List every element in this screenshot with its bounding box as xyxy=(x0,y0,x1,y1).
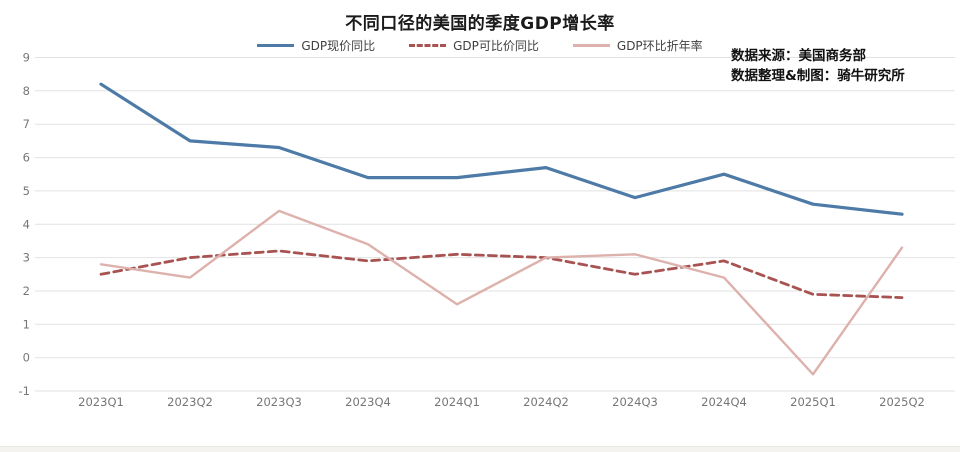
y-axis-tick-label: -1 xyxy=(19,384,30,398)
x-axis-tick-label: 2023Q3 xyxy=(256,395,302,409)
legend-line-swatch-icon xyxy=(409,44,447,47)
source-line-2: 数据整理&制图：骑牛研究所 xyxy=(731,68,905,84)
x-axis-tick-label: 2025Q2 xyxy=(879,395,925,409)
y-axis-tick-label: 5 xyxy=(23,184,30,198)
series-line-1 xyxy=(99,249,904,300)
legend-label: GDP环比折年率 xyxy=(616,39,703,53)
y-axis-tick-label: 6 xyxy=(23,151,30,165)
y-axis-tick-label: 2 xyxy=(23,284,30,298)
bottom-edge-divider xyxy=(0,446,960,452)
y-axis-tick-label: 8 xyxy=(23,84,30,98)
y-axis-tick-label: 0 xyxy=(23,351,30,365)
legend-line-swatch-icon xyxy=(572,44,610,47)
legend-item-real-yoy: GDP可比价同比 xyxy=(409,37,539,54)
legend-item-nominal-yoy: GDP现价同比 xyxy=(257,37,375,54)
x-axis-tick-label: 2025Q1 xyxy=(790,395,836,409)
y-axis-tick-label: 1 xyxy=(23,317,30,331)
x-axis-tick-label: 2024Q2 xyxy=(523,395,569,409)
legend-item-qoq-annualized: GDP环比折年率 xyxy=(572,37,703,54)
x-axis-tick-label: 2024Q1 xyxy=(434,395,480,409)
series-line-2 xyxy=(99,209,904,376)
legend-label: GDP现价同比 xyxy=(301,39,376,53)
x-axis-tick-label: 2023Q2 xyxy=(167,395,213,409)
x-axis-tick-label: 2024Q3 xyxy=(612,395,658,409)
y-axis-tick-label: 7 xyxy=(23,117,30,131)
chart-title: 不同口径的美国的季度GDP增长率 xyxy=(345,14,615,34)
x-axis-tick-label: 2023Q1 xyxy=(78,395,124,409)
x-axis-tick-label: 2024Q4 xyxy=(701,395,747,409)
chart-legend: GDP现价同比 GDP可比价同比 GDP环比折年率 xyxy=(0,37,960,54)
source-line-1: 数据来源：美国商务部 xyxy=(731,48,866,64)
data-source-note: 数据来源：美国商务部 数据整理&制图：骑牛研究所 xyxy=(731,46,905,86)
legend-line-swatch-icon xyxy=(257,44,295,47)
series-line-0 xyxy=(99,82,904,216)
x-axis-tick-label: 2023Q4 xyxy=(345,395,391,409)
y-axis-tick-label: 4 xyxy=(23,217,30,231)
legend-label: GDP可比价同比 xyxy=(453,39,539,53)
y-axis-tick-label: 3 xyxy=(23,251,30,265)
y-axis-tick-label: 9 xyxy=(23,51,30,65)
